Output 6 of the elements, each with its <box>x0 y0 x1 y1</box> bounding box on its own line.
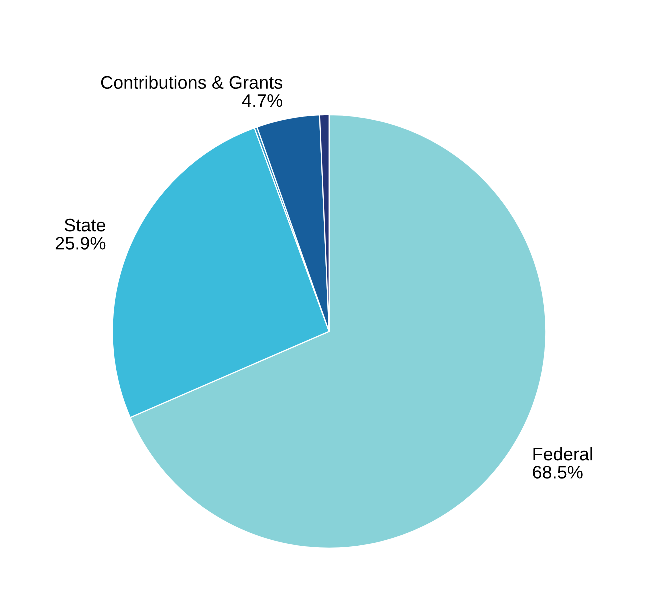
slice-label: Federal <box>534 447 592 461</box>
slice-label: State <box>64 218 106 232</box>
data-label: 68.5% <box>533 466 583 479</box>
slice-label: Contributions & Grants <box>101 76 282 90</box>
data-label: 4.7% <box>242 94 282 108</box>
data-label: 25.9% <box>56 237 106 250</box>
